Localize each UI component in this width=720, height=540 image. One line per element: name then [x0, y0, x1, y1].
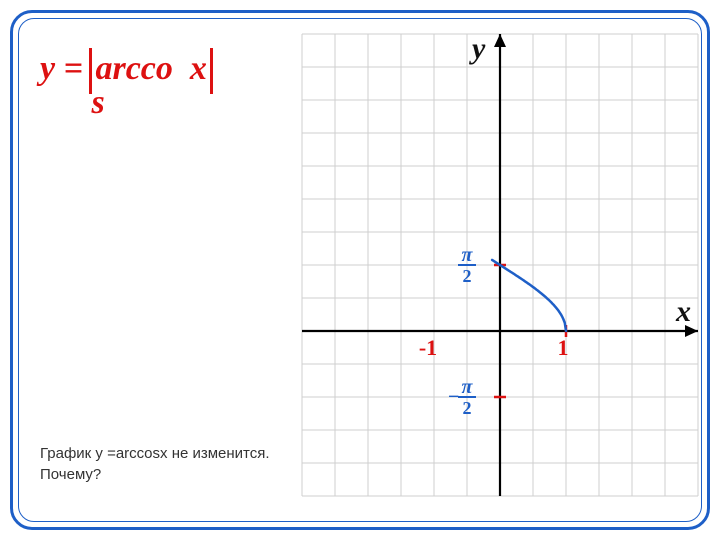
- svg-text:2: 2: [463, 398, 472, 418]
- formula-abs: arcco x s: [91, 50, 210, 88]
- svg-text:x: x: [675, 295, 691, 328]
- svg-text:π: π: [462, 376, 474, 398]
- svg-text:−: −: [448, 386, 459, 408]
- caption-line2: Почему?: [40, 464, 270, 485]
- svg-text:y: y: [469, 32, 486, 65]
- formula-func-cont: s: [91, 84, 104, 122]
- formula-func: arcco: [95, 50, 172, 87]
- caption-line1: График у =arccosx не изменится.: [40, 443, 270, 464]
- svg-text:2: 2: [463, 266, 472, 286]
- svg-text:1: 1: [558, 335, 569, 360]
- formula-lhs: y =: [40, 50, 83, 87]
- plot: xy-11π2−π2: [300, 30, 700, 500]
- formula: y = arcco x s: [40, 50, 211, 88]
- svg-text:π: π: [462, 244, 474, 266]
- svg-text:-1: -1: [419, 335, 437, 360]
- formula-arg: x: [190, 50, 207, 87]
- caption: График у =arccosx не изменится. Почему?: [40, 443, 270, 485]
